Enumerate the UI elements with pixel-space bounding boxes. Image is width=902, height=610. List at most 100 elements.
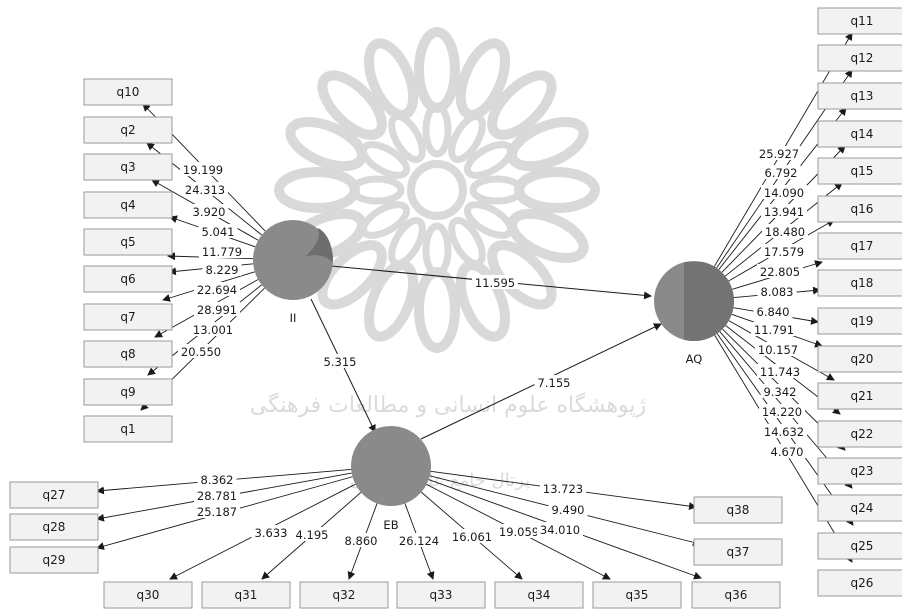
indicator-q19[interactable]: q19 <box>817 307 902 335</box>
indicator-q35-box[interactable] <box>592 581 682 609</box>
indicator-q28-box[interactable] <box>9 513 99 541</box>
indicator-q38-box[interactable] <box>693 496 783 524</box>
construct-eb-circle[interactable] <box>351 426 431 506</box>
indicator-q4-box[interactable] <box>83 191 173 219</box>
indicator-q16[interactable]: q16 <box>817 195 902 223</box>
indicator-q25[interactable]: q25 <box>817 532 902 560</box>
indicator-q6-box[interactable] <box>83 265 173 293</box>
indicator-q21[interactable]: q21 <box>817 382 902 410</box>
indicator-q22[interactable]: q22 <box>817 420 902 448</box>
indicator-q27[interactable]: q27 <box>9 481 99 509</box>
indicator-q5-box[interactable] <box>83 228 173 256</box>
indicator-q8-box[interactable] <box>83 340 173 368</box>
indicator-q9[interactable]: q9 <box>83 378 173 406</box>
indicator-q31-box[interactable] <box>201 581 291 609</box>
indicator-q17-box[interactable] <box>817 232 902 260</box>
indicator-q8[interactable]: q8 <box>83 340 173 368</box>
indicator-q35[interactable]: q35 <box>592 581 682 609</box>
indicator-q15[interactable]: q15 <box>817 157 902 185</box>
indicator-q3[interactable]: q3 <box>83 153 173 181</box>
indicator-q12[interactable]: q12 <box>817 44 902 72</box>
indicator-q38[interactable]: q38 <box>693 496 783 524</box>
indicator-q1-box[interactable] <box>83 415 173 443</box>
indicator-q33[interactable]: q33 <box>396 581 486 609</box>
indicator-q26-box[interactable] <box>817 569 902 597</box>
loading-value-q3-bg <box>189 204 229 218</box>
indicator-q30-box[interactable] <box>103 581 193 609</box>
indicator-q29[interactable]: q29 <box>9 546 99 574</box>
indicator-q29-box[interactable] <box>9 546 99 574</box>
construct-ii-circle[interactable] <box>253 220 333 300</box>
indicator-q32-box[interactable] <box>299 581 389 609</box>
indicator-q26[interactable]: q26 <box>817 569 902 597</box>
indicator-q16-label: q16 <box>851 202 874 216</box>
indicator-q17-label: q17 <box>851 239 874 253</box>
indicator-q12-box[interactable] <box>817 44 902 72</box>
indicator-q18-box[interactable] <box>817 269 902 297</box>
construct-eb[interactable]: EB <box>351 426 431 532</box>
indicator-q17[interactable]: q17 <box>817 232 902 260</box>
indicator-q25-box[interactable] <box>817 532 902 560</box>
indicator-q21-box[interactable] <box>817 382 902 410</box>
construct-ii[interactable]: II <box>253 220 333 325</box>
indicator-q18[interactable]: q18 <box>817 269 902 297</box>
indicator-q7-box[interactable] <box>83 303 173 331</box>
indicator-q29-label: q29 <box>43 553 66 567</box>
indicator-q24-box[interactable] <box>817 494 902 522</box>
indicator-q24[interactable]: q24 <box>817 494 902 522</box>
indicator-q1[interactable]: q1 <box>83 415 173 443</box>
indicator-q13[interactable]: q13 <box>817 82 902 110</box>
indicator-q27-box[interactable] <box>9 481 99 509</box>
indicator-q20[interactable]: q20 <box>817 345 902 373</box>
loading-value-q28: 28.781 <box>197 489 237 503</box>
loading-value-q31: 4.195 <box>296 528 329 542</box>
indicator-q36-box[interactable] <box>691 581 781 609</box>
indicator-q19-box[interactable] <box>817 307 902 335</box>
indicator-q2-box[interactable] <box>83 116 173 144</box>
indicator-q35-label: q35 <box>626 588 649 602</box>
indicator-q31[interactable]: q31 <box>201 581 291 609</box>
indicator-q4[interactable]: q4 <box>83 191 173 219</box>
loading-value-q11-bg <box>756 146 802 160</box>
indicator-q34[interactable]: q34 <box>494 581 584 609</box>
indicator-q7[interactable]: q7 <box>83 303 173 331</box>
indicator-q16-box[interactable] <box>817 195 902 223</box>
indicator-q33-box[interactable] <box>396 581 486 609</box>
indicator-q14-box[interactable] <box>817 120 902 148</box>
indicator-q37-box[interactable] <box>693 538 783 566</box>
construct-aq[interactable]: AQ <box>654 261 734 366</box>
loading-value-q18: 8.083 <box>761 285 794 299</box>
indicator-q36[interactable]: q36 <box>691 581 781 609</box>
indicator-q23[interactable]: q23 <box>817 457 902 485</box>
indicator-q11[interactable]: q11 <box>817 7 902 35</box>
indicator-q11-box[interactable] <box>817 7 902 35</box>
indicator-q19-label: q19 <box>851 314 874 328</box>
indicator-q6[interactable]: q6 <box>83 265 173 293</box>
indicator-q22-box[interactable] <box>817 420 902 448</box>
indicator-q20-box[interactable] <box>817 345 902 373</box>
loading-value-q9-bg <box>190 322 236 336</box>
indicator-q3-box[interactable] <box>83 153 173 181</box>
loading-value-q1-bg <box>178 344 224 358</box>
indicator-q9-box[interactable] <box>83 378 173 406</box>
indicator-q13-box[interactable] <box>817 82 902 110</box>
indicator-q37[interactable]: q37 <box>693 538 783 566</box>
indicator-q15-box[interactable] <box>817 157 902 185</box>
indicator-q32[interactable]: q32 <box>299 581 389 609</box>
indicator-q23-box[interactable] <box>817 457 902 485</box>
indicator-q34-label: q34 <box>528 588 551 602</box>
indicator-q21-label: q21 <box>851 389 874 403</box>
indicator-q1-label: q1 <box>120 422 135 436</box>
indicator-q34-box[interactable] <box>494 581 584 609</box>
watermark: ژپوهشگاه علوم انسانی و مطالعات فرهنگی پر… <box>250 27 646 491</box>
indicator-q2[interactable]: q2 <box>83 116 173 144</box>
indicator-q33-label: q33 <box>430 588 453 602</box>
indicator-q14[interactable]: q14 <box>817 120 902 148</box>
loading-value-q34: 16.061 <box>452 530 492 544</box>
indicator-q5[interactable]: q5 <box>83 228 173 256</box>
indicator-q28[interactable]: q28 <box>9 513 99 541</box>
indicator-q10-box[interactable] <box>83 78 173 106</box>
indicator-q10[interactable]: q10 <box>83 78 173 106</box>
indicator-q30[interactable]: q30 <box>103 581 193 609</box>
indicator-q13-label: q13 <box>851 89 874 103</box>
